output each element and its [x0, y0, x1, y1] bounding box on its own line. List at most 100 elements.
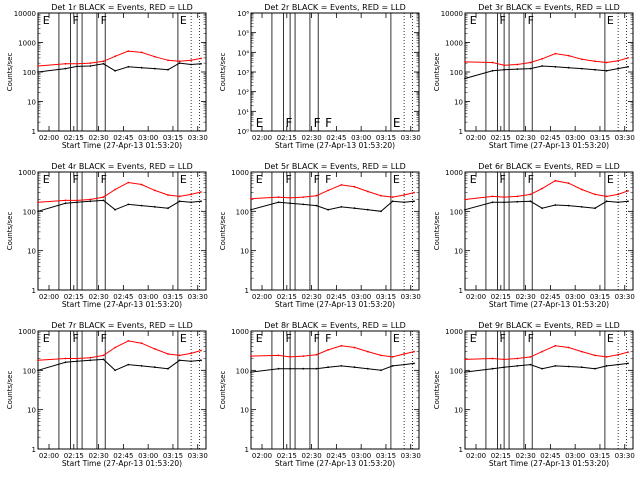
- x-tick-label: 03:15: [376, 134, 396, 142]
- x-tick-label: 03:00: [138, 452, 158, 460]
- events-point: [178, 62, 181, 64]
- y-tick-label: 10: [240, 407, 249, 415]
- panel-title: Det 2r BLACK = Events, RED = LLD: [264, 3, 406, 12]
- y-tick-label: 10: [454, 407, 463, 415]
- events-point: [89, 359, 92, 362]
- lld-point: [413, 191, 415, 194]
- lld-point: [127, 340, 130, 342]
- x-tick-label: 03:15: [163, 452, 183, 460]
- lld-point: [76, 199, 78, 202]
- y-tick-label: 1000: [445, 328, 463, 336]
- events-point: [413, 362, 415, 365]
- lld-point: [289, 197, 291, 199]
- lld-point: [491, 61, 494, 64]
- x-tick-label: 02:00: [39, 134, 59, 142]
- lld-point: [403, 194, 405, 196]
- x-tick-label: 02:15: [277, 452, 297, 460]
- events-point: [380, 369, 382, 372]
- events-point: [541, 367, 543, 370]
- lld-point: [580, 58, 583, 61]
- x-axis-label: Start Time (27-Apr-13 01:53:20): [489, 141, 609, 150]
- x-tick-label: 03:15: [590, 452, 610, 460]
- flag-letter: F: [499, 173, 505, 186]
- events-point: [516, 200, 519, 203]
- lld-series-line: [464, 53, 629, 66]
- events-point: [605, 365, 608, 367]
- x-tick-label: 03:15: [376, 293, 396, 301]
- lld-point: [250, 355, 252, 357]
- x-tick-label: 03:00: [565, 293, 585, 301]
- events-point: [167, 367, 169, 370]
- plot-frame: [464, 12, 634, 132]
- x-axis-label: Start Time (27-Apr-13 01:53:20): [275, 300, 395, 309]
- events-point: [37, 210, 39, 213]
- lld-point: [366, 350, 369, 353]
- x-tick-label: 03:30: [188, 134, 208, 142]
- x-tick-label: 03:00: [565, 134, 585, 142]
- events-point: [114, 208, 116, 211]
- detector-panel-5: Det 5r BLACK = Events, RED = LLD 1 10 100 10…: [219, 162, 421, 309]
- y-tick-label: 1: [32, 128, 36, 136]
- x-tick-label: 03:15: [163, 293, 183, 301]
- events-point: [89, 200, 92, 203]
- events-point: [200, 62, 202, 65]
- lld-point: [516, 357, 519, 360]
- lld-point: [114, 188, 116, 191]
- x-tick-label: 03:30: [401, 134, 421, 142]
- lld-point: [353, 346, 356, 349]
- lld-point: [37, 359, 39, 362]
- events-point: [594, 367, 596, 370]
- lld-point: [491, 195, 494, 198]
- events-point: [37, 369, 39, 372]
- events-series-line: [464, 362, 629, 373]
- flag-letter: E: [43, 173, 50, 186]
- events-point: [353, 207, 356, 210]
- flag-letter: F: [314, 332, 320, 345]
- events-point: [567, 365, 570, 368]
- y-tick-label: 10: [27, 407, 36, 415]
- events-point: [503, 68, 505, 71]
- y-tick-label: 1: [245, 446, 249, 454]
- x-tick-label: 02:00: [39, 452, 59, 460]
- events-point: [140, 204, 143, 207]
- y-tick-label: 10000: [14, 10, 36, 18]
- events-series-line: [464, 200, 629, 211]
- lld-point: [567, 182, 570, 185]
- lld-point: [190, 193, 193, 196]
- x-tick-label: 02:45: [326, 452, 346, 460]
- events-point: [153, 67, 156, 70]
- lld-point: [64, 199, 67, 202]
- flag-letter: E: [180, 173, 187, 186]
- y-tick-label: 1000: [18, 40, 36, 48]
- flag-letter: F: [325, 332, 331, 345]
- lld-point: [140, 51, 143, 54]
- lld-point: [102, 196, 105, 199]
- lld-point: [114, 346, 116, 349]
- lld-point: [127, 50, 130, 52]
- x-tick-label: 03:00: [351, 452, 371, 460]
- y-tick-label: 10⁰: [237, 128, 249, 136]
- y-tick-label: 10: [454, 248, 463, 256]
- lld-point: [127, 181, 130, 184]
- lld-point: [250, 197, 252, 200]
- y-tick-label: 10²: [237, 89, 249, 97]
- events-point: [541, 65, 543, 67]
- events-point: [76, 65, 78, 68]
- x-tick-label: 02:15: [64, 452, 84, 460]
- lld-series-line: [464, 345, 629, 360]
- lld-point: [503, 64, 505, 67]
- detector-panel-4: Det 4r BLACK = Events, RED = LLD 1 10 100 10…: [6, 162, 208, 309]
- events-point: [250, 371, 252, 373]
- events-point: [178, 200, 181, 203]
- events-point: [167, 68, 169, 71]
- lld-point: [617, 193, 619, 196]
- events-point: [594, 68, 596, 71]
- x-tick-label: 02:15: [491, 452, 511, 460]
- events-point: [503, 201, 505, 204]
- panel-title: Det 9r BLACK = Events, RED = LLD: [478, 321, 620, 330]
- lld-point: [89, 198, 92, 201]
- flag-letter: F: [285, 332, 291, 345]
- x-tick-label: 03:15: [590, 134, 610, 142]
- lld-point: [627, 57, 629, 59]
- panel-title: Det 7r BLACK = Events, RED = LLD: [51, 321, 193, 330]
